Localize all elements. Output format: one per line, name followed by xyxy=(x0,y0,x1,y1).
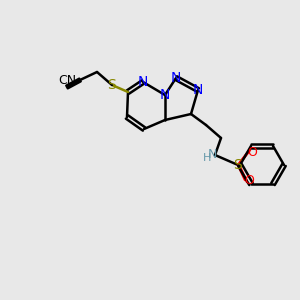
Text: O: O xyxy=(247,146,257,158)
Text: S: S xyxy=(108,78,116,92)
Text: H: H xyxy=(203,153,211,163)
Text: N: N xyxy=(160,88,170,102)
Text: N: N xyxy=(193,83,203,97)
Text: O: O xyxy=(244,173,254,187)
Text: N: N xyxy=(171,71,181,85)
Text: N: N xyxy=(207,148,217,161)
Text: CN: CN xyxy=(58,74,76,86)
Text: S: S xyxy=(234,158,242,172)
Text: N: N xyxy=(138,75,148,89)
